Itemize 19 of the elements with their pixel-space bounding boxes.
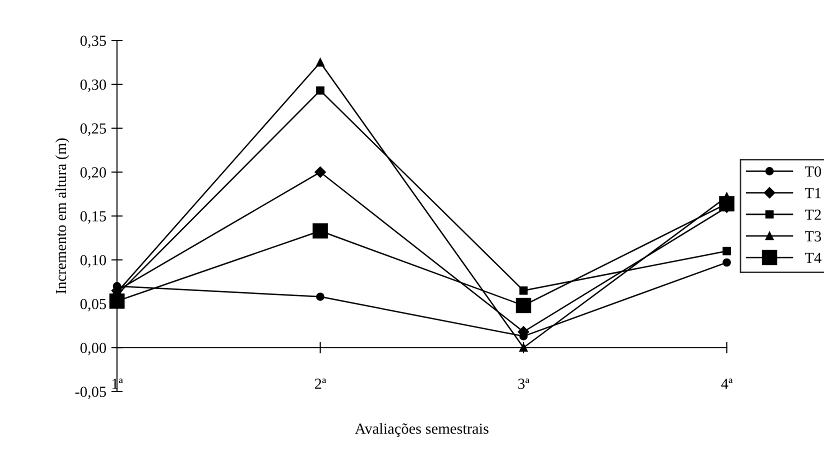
- legend-label: T2: [804, 210, 821, 220]
- legend-label: T0: [804, 166, 822, 177]
- x-axis-title: Avaliações semestrais: [354, 423, 488, 437]
- y-tick-label: 0,20: [80, 167, 106, 180]
- y-tick-label: 0,10: [80, 255, 106, 268]
- legend-label: T4: [804, 252, 822, 263]
- y-tick-label: 0,30: [80, 80, 106, 92]
- y-tick-label: -0,05: [75, 386, 106, 400]
- legend-label: T3: [804, 231, 822, 242]
- y-tick-label: 0,25: [80, 123, 106, 136]
- x-tick-label: 3ª: [518, 378, 530, 389]
- x-tick-label: 4ª: [721, 378, 733, 389]
- y-tick-label: 0,15: [80, 211, 106, 224]
- legend-label: T1: [804, 188, 821, 198]
- y-tick-label: 0,35: [80, 36, 106, 48]
- x-tick-label: 2ª: [315, 378, 326, 389]
- y-axis-title: Incremento em altura (m): [55, 138, 70, 294]
- y-tick-label: 0,05: [80, 298, 106, 312]
- y-tick-label: 0,00: [80, 342, 106, 356]
